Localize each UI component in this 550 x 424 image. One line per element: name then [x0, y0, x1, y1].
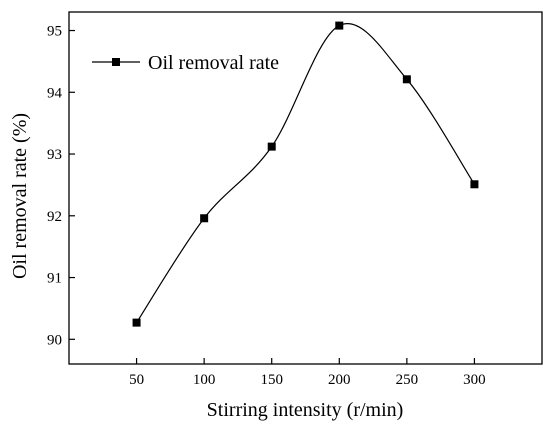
series-line: [136, 23, 475, 323]
data-point: [200, 214, 209, 223]
x-tick-label: 100: [193, 372, 216, 388]
y-tick-label: 94: [47, 85, 63, 101]
plot-frame: [68, 11, 543, 365]
x-tick-label: 250: [396, 372, 419, 388]
y-tick-label: 93: [47, 147, 62, 163]
y-tick-label: 91: [47, 271, 62, 287]
x-tick-label: 300: [463, 372, 486, 388]
series-group: [132, 21, 479, 327]
x-tick-label: 200: [328, 372, 351, 388]
data-point: [402, 75, 411, 84]
y-tick-label: 92: [47, 209, 62, 225]
legend-label: Oil removal rate: [148, 52, 279, 74]
y-tick-label: 95: [47, 24, 62, 40]
axes: 50 100 150 200 250 300 90 91 92 93 94 95: [47, 11, 543, 388]
data-point: [132, 318, 141, 327]
legend: Oil removal rate: [92, 52, 279, 74]
x-axis-title: Stirring intensity (r/min): [207, 399, 404, 421]
y-tick-label: 90: [47, 332, 62, 348]
y-axis-title: Oil removal rate (%): [9, 113, 31, 279]
data-point: [267, 142, 276, 151]
data-point: [470, 180, 479, 189]
x-tick-label: 50: [129, 372, 144, 388]
data-point: [335, 21, 344, 30]
x-tick-label: 150: [260, 372, 283, 388]
legend-marker: [112, 58, 120, 66]
